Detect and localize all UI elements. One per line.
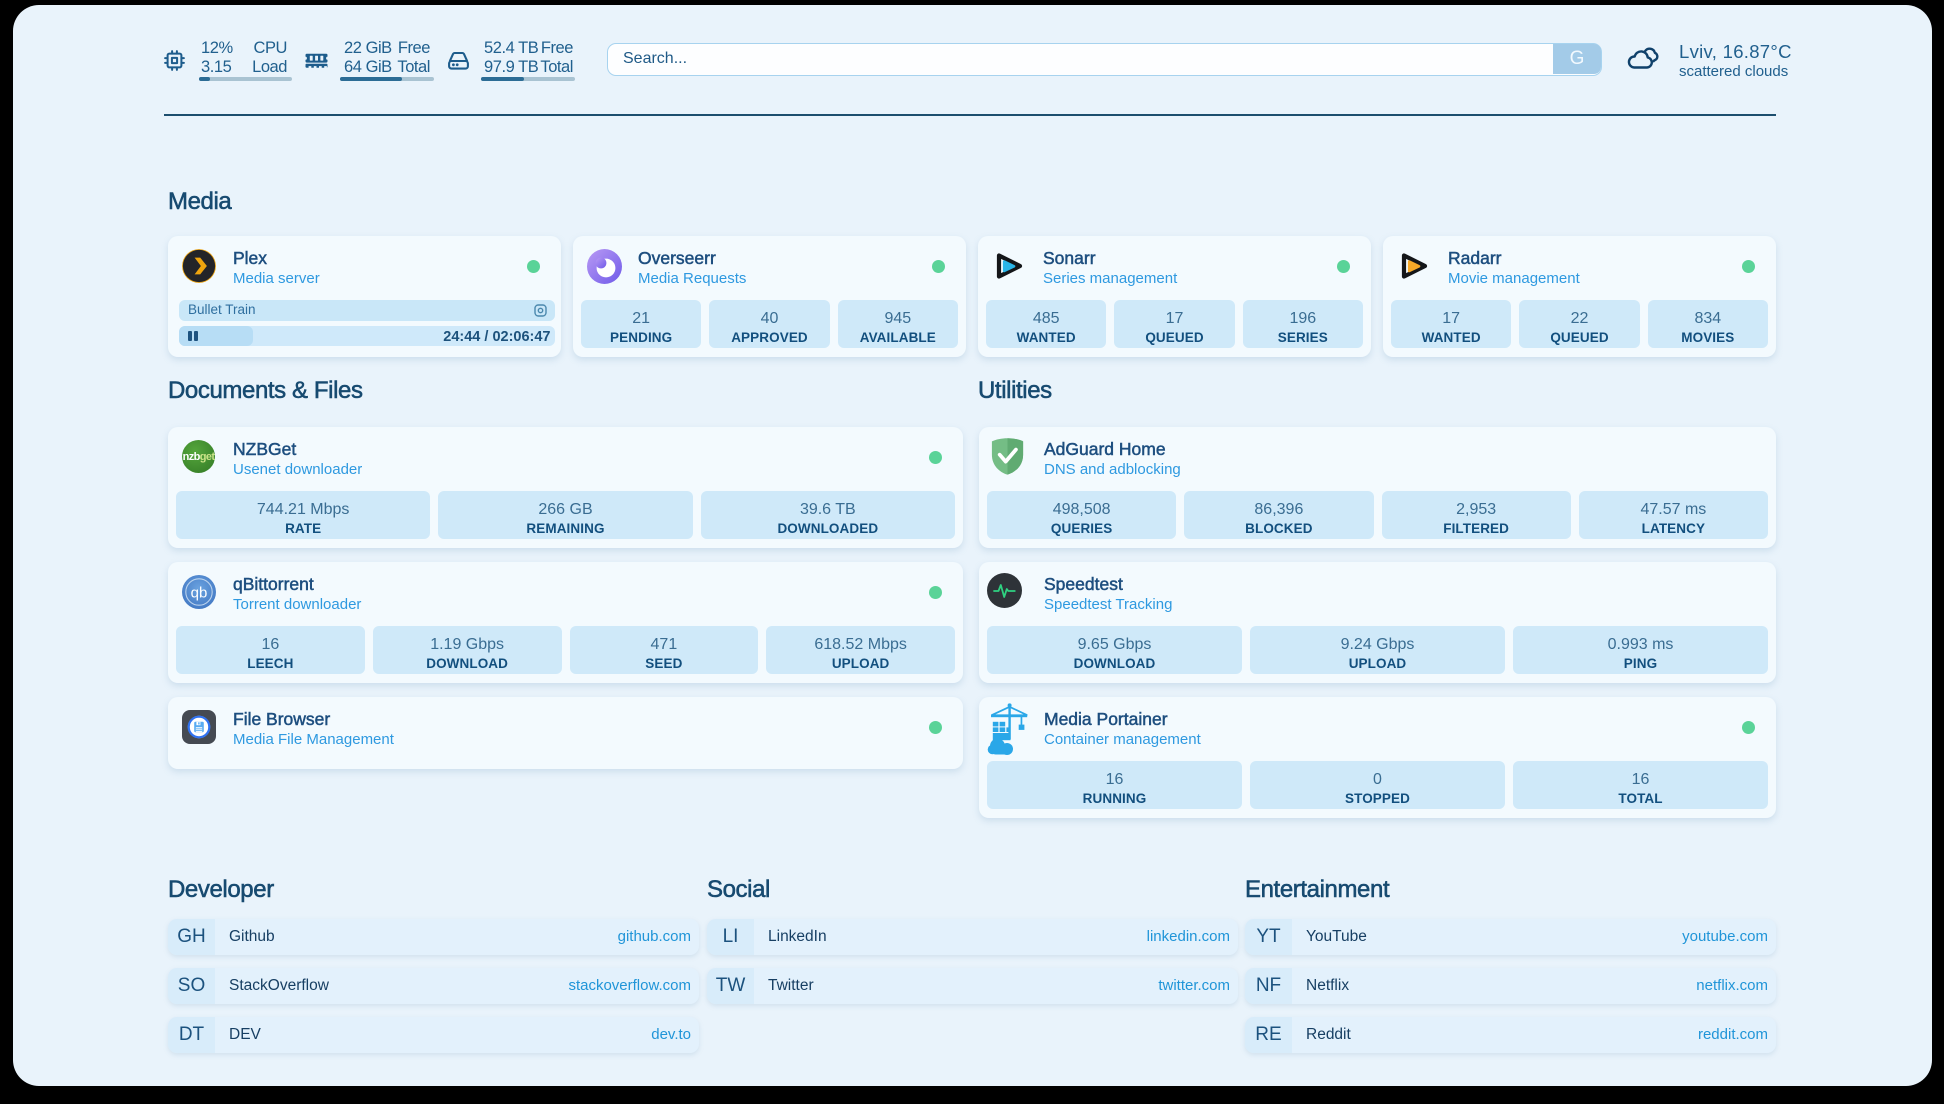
svg-text:qb: qb <box>191 585 208 602</box>
svg-text:nzbget: nzbget <box>183 451 215 463</box>
